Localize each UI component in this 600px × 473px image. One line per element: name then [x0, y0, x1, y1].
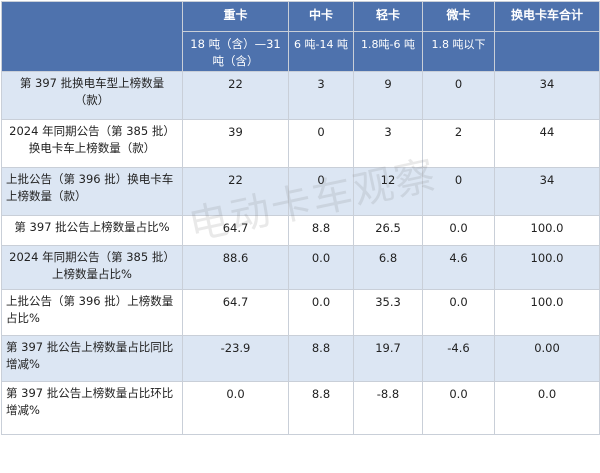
cell-mini: 4.6 [422, 245, 495, 290]
subheader-mini-weight: 1.8 吨以下 [422, 31, 495, 72]
cell-heavy: 64.7 [182, 289, 289, 336]
cell-light: -8.8 [353, 381, 423, 435]
header-total: 换电卡车合计 [494, 1, 600, 32]
cell-total: 34 [494, 167, 600, 216]
header-light-truck: 轻卡 [353, 1, 423, 32]
row-label: 第 397 批换电车型上榜数量（款） [1, 71, 183, 120]
table-row: 2024 年同期公告（第 385 批）上榜数量占比% 88.6 0.0 6.8 … [1, 245, 600, 290]
table-row: 第 397 批换电车型上榜数量（款） 22 3 9 0 34 [1, 71, 600, 120]
header-row: 重卡 中卡 轻卡 微卡 换电卡车合计 [1, 1, 600, 72]
cell-light: 3 [353, 119, 423, 168]
table-row: 第 397 批公告上榜数量占比环比增减% 0.0 8.8 -8.8 0.0 0.… [1, 381, 600, 435]
cell-mini: 2 [422, 119, 495, 168]
cell-heavy: 39 [182, 119, 289, 168]
cell-medium: 0.0 [288, 245, 354, 290]
cell-total: 44 [494, 119, 600, 168]
cell-light: 12 [353, 167, 423, 216]
cell-total: 34 [494, 71, 600, 120]
row-label: 2024 年同期公告（第 385 批）上榜数量占比% [1, 245, 183, 290]
table-row: 第 397 批公告上榜数量占比同比增减% -23.9 8.8 19.7 -4.6… [1, 335, 600, 382]
cell-medium: 3 [288, 71, 354, 120]
cell-medium: 0 [288, 119, 354, 168]
subheader-total [494, 31, 600, 72]
table-row: 上批公告（第 396 批）上榜数量占比% 64.7 0.0 35.3 0.0 1… [1, 289, 600, 336]
subheader-medium-weight: 6 吨-14 吨 [288, 31, 354, 72]
row-label: 第 397 批公告上榜数量占比% [1, 215, 183, 246]
cell-total: 100.0 [494, 215, 600, 246]
cell-medium: 0 [288, 167, 354, 216]
cell-total: 100.0 [494, 245, 600, 290]
cell-light: 9 [353, 71, 423, 120]
cell-mini: 0 [422, 167, 495, 216]
cell-medium: 8.8 [288, 215, 354, 246]
table-row: 上批公告（第 396 批）换电卡车上榜数量（款） 22 0 12 0 34 [1, 167, 600, 216]
cell-heavy: -23.9 [182, 335, 289, 382]
cell-medium: 8.8 [288, 381, 354, 435]
cell-total: 100.0 [494, 289, 600, 336]
cell-medium: 0.0 [288, 289, 354, 336]
row-label: 2024 年同期公告（第 385 批）换电卡车上榜数量（款） [1, 119, 183, 168]
subheader-light-weight: 1.8吨-6 吨 [353, 31, 423, 72]
header-medium-truck: 中卡 [288, 1, 354, 32]
cell-heavy: 22 [182, 71, 289, 120]
cell-light: 26.5 [353, 215, 423, 246]
subheader-row: 18 吨（含）—31 吨（含） 6 吨-14 吨 1.8吨-6 吨 1.8 吨以… [2, 31, 600, 72]
cell-mini: 0.0 [422, 381, 495, 435]
cell-total: 0.00 [494, 335, 600, 382]
subheader-heavy-weight: 18 吨（含）—31 吨（含） [182, 31, 289, 72]
row-label: 上批公告（第 396 批）上榜数量占比% [1, 289, 183, 336]
cell-mini: 0.0 [422, 289, 495, 336]
table-row: 2024 年同期公告（第 385 批）换电卡车上榜数量（款） 39 0 3 2 … [1, 119, 600, 168]
cell-medium: 8.8 [288, 335, 354, 382]
cell-heavy: 88.6 [182, 245, 289, 290]
cell-light: 6.8 [353, 245, 423, 290]
table-row: 第 397 批公告上榜数量占比% 64.7 8.8 26.5 0.0 100.0 [1, 215, 600, 246]
cell-light: 19.7 [353, 335, 423, 382]
cell-heavy: 0.0 [182, 381, 289, 435]
cell-mini: -4.6 [422, 335, 495, 382]
header-heavy-truck: 重卡 [182, 1, 289, 32]
cell-mini: 0 [422, 71, 495, 120]
cell-total: 0.0 [494, 381, 600, 435]
cell-heavy: 22 [182, 167, 289, 216]
cell-mini: 0.0 [422, 215, 495, 246]
row-label: 第 397 批公告上榜数量占比同比增减% [1, 335, 183, 382]
header-mini-truck: 微卡 [422, 1, 495, 32]
header-corner-cell [1, 1, 183, 72]
battery-swap-truck-table: 重卡 中卡 轻卡 微卡 换电卡车合计 18 吨（含）—31 吨（含） 6 吨-1… [1, 1, 600, 435]
cell-heavy: 64.7 [182, 215, 289, 246]
row-label: 第 397 批公告上榜数量占比环比增减% [1, 381, 183, 435]
cell-light: 35.3 [353, 289, 423, 336]
row-label: 上批公告（第 396 批）换电卡车上榜数量（款） [1, 167, 183, 216]
